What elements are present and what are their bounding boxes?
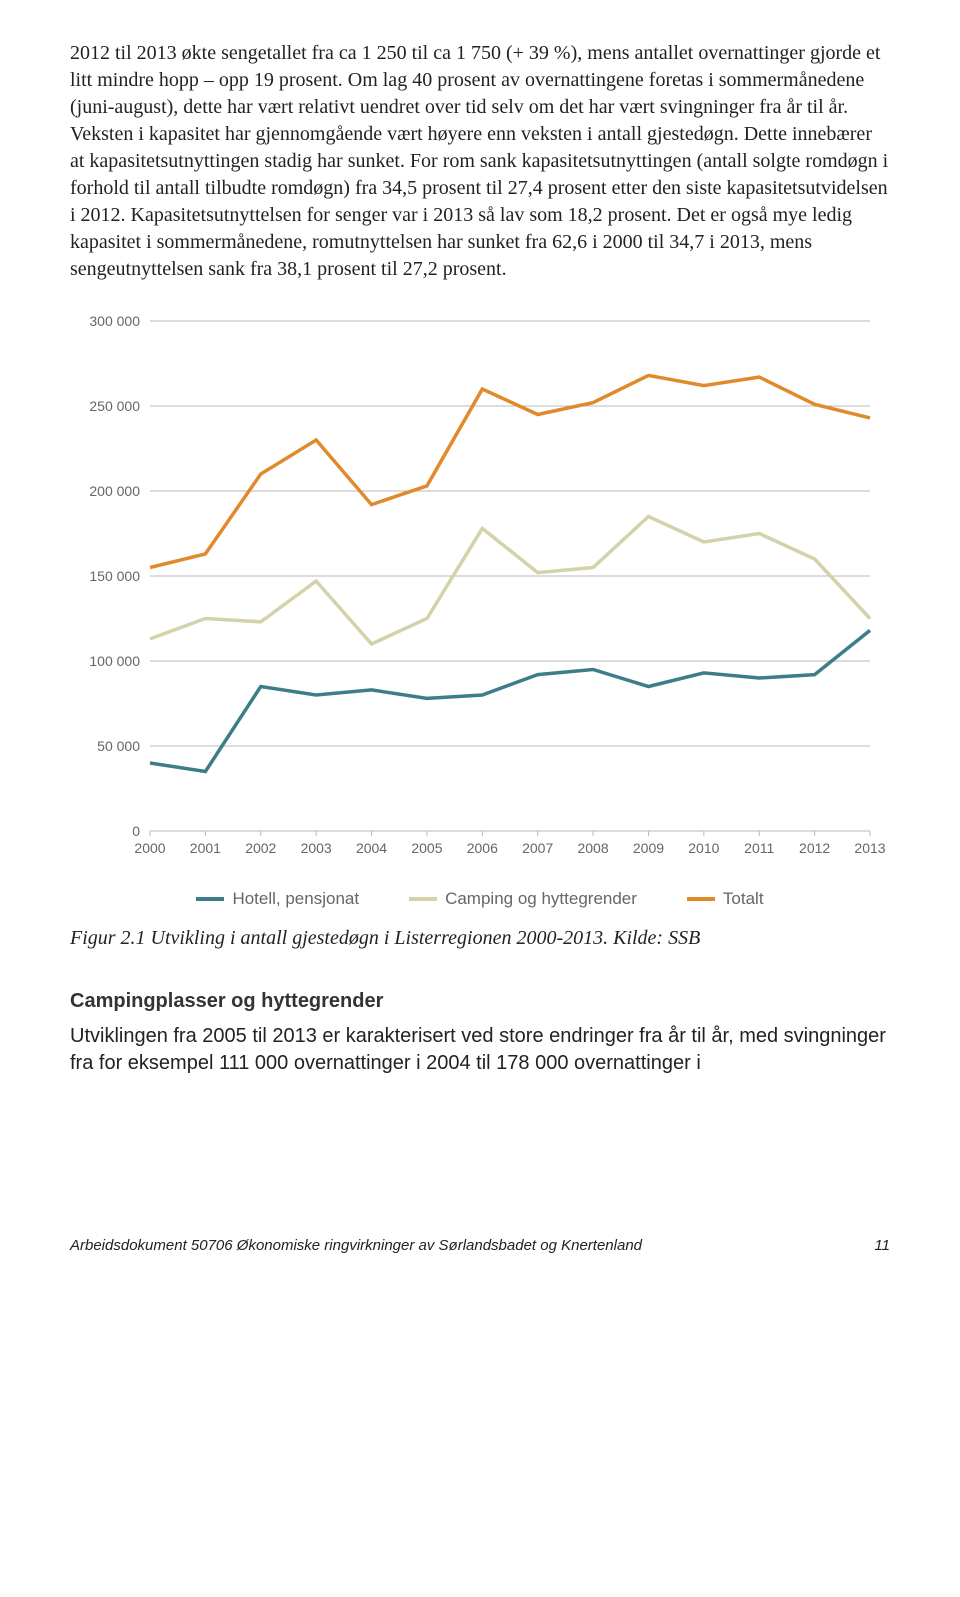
legend-label: Totalt <box>723 889 764 909</box>
svg-text:2000: 2000 <box>134 840 165 856</box>
svg-text:2013: 2013 <box>854 840 885 856</box>
svg-text:250 000: 250 000 <box>89 398 140 414</box>
svg-text:2009: 2009 <box>633 840 664 856</box>
legend-swatch <box>687 897 715 901</box>
legend-item: Totalt <box>687 889 764 909</box>
svg-text:2010: 2010 <box>688 840 719 856</box>
svg-text:150 000: 150 000 <box>89 568 140 584</box>
legend-label: Camping og hyttegrender <box>445 889 637 909</box>
svg-text:300 000: 300 000 <box>89 313 140 329</box>
svg-text:2002: 2002 <box>245 840 276 856</box>
svg-text:2006: 2006 <box>467 840 498 856</box>
svg-text:0: 0 <box>132 823 140 839</box>
chart-caption: Figur 2.1 Utvikling i antall gjestedøgn … <box>70 927 890 950</box>
svg-text:50 000: 50 000 <box>97 738 140 754</box>
svg-text:2004: 2004 <box>356 840 387 856</box>
footer-doc-title: Arbeidsdokument 50706 Økonomiske ringvir… <box>70 1237 642 1254</box>
legend-item: Hotell, pensjonat <box>196 889 359 909</box>
legend-label: Hotell, pensjonat <box>232 889 359 909</box>
svg-text:2005: 2005 <box>411 840 442 856</box>
chart-legend: Hotell, pensjonat Camping og hyttegrender… <box>70 889 890 909</box>
legend-swatch <box>409 897 437 901</box>
svg-text:100 000: 100 000 <box>89 653 140 669</box>
svg-text:2011: 2011 <box>744 840 774 856</box>
footer-page-number: 11 <box>874 1237 890 1254</box>
svg-text:2008: 2008 <box>577 840 608 856</box>
chart-container: 0 50 000 100 000 150 000 200 000 250 000 300 0… <box>70 311 890 909</box>
svg-text:2001: 2001 <box>190 840 221 856</box>
legend-item: Camping og hyttegrender <box>409 889 637 909</box>
section-body: Utviklingen fra 2005 til 2013 er karakte… <box>70 1023 890 1077</box>
legend-swatch <box>196 897 224 901</box>
line-chart: 0 50 000 100 000 150 000 200 000 250 000 300 0… <box>70 311 890 881</box>
page-footer: Arbeidsdokument 50706 Økonomiske ringvir… <box>70 1237 890 1254</box>
section-heading: Campingplasser og hyttegrender <box>70 990 890 1013</box>
svg-text:2007: 2007 <box>522 840 553 856</box>
svg-text:2012: 2012 <box>799 840 830 856</box>
main-paragraph: 2012 til 2013 økte sengetallet fra ca 1 … <box>70 40 890 283</box>
svg-text:200 000: 200 000 <box>89 483 140 499</box>
svg-text:2003: 2003 <box>301 840 332 856</box>
